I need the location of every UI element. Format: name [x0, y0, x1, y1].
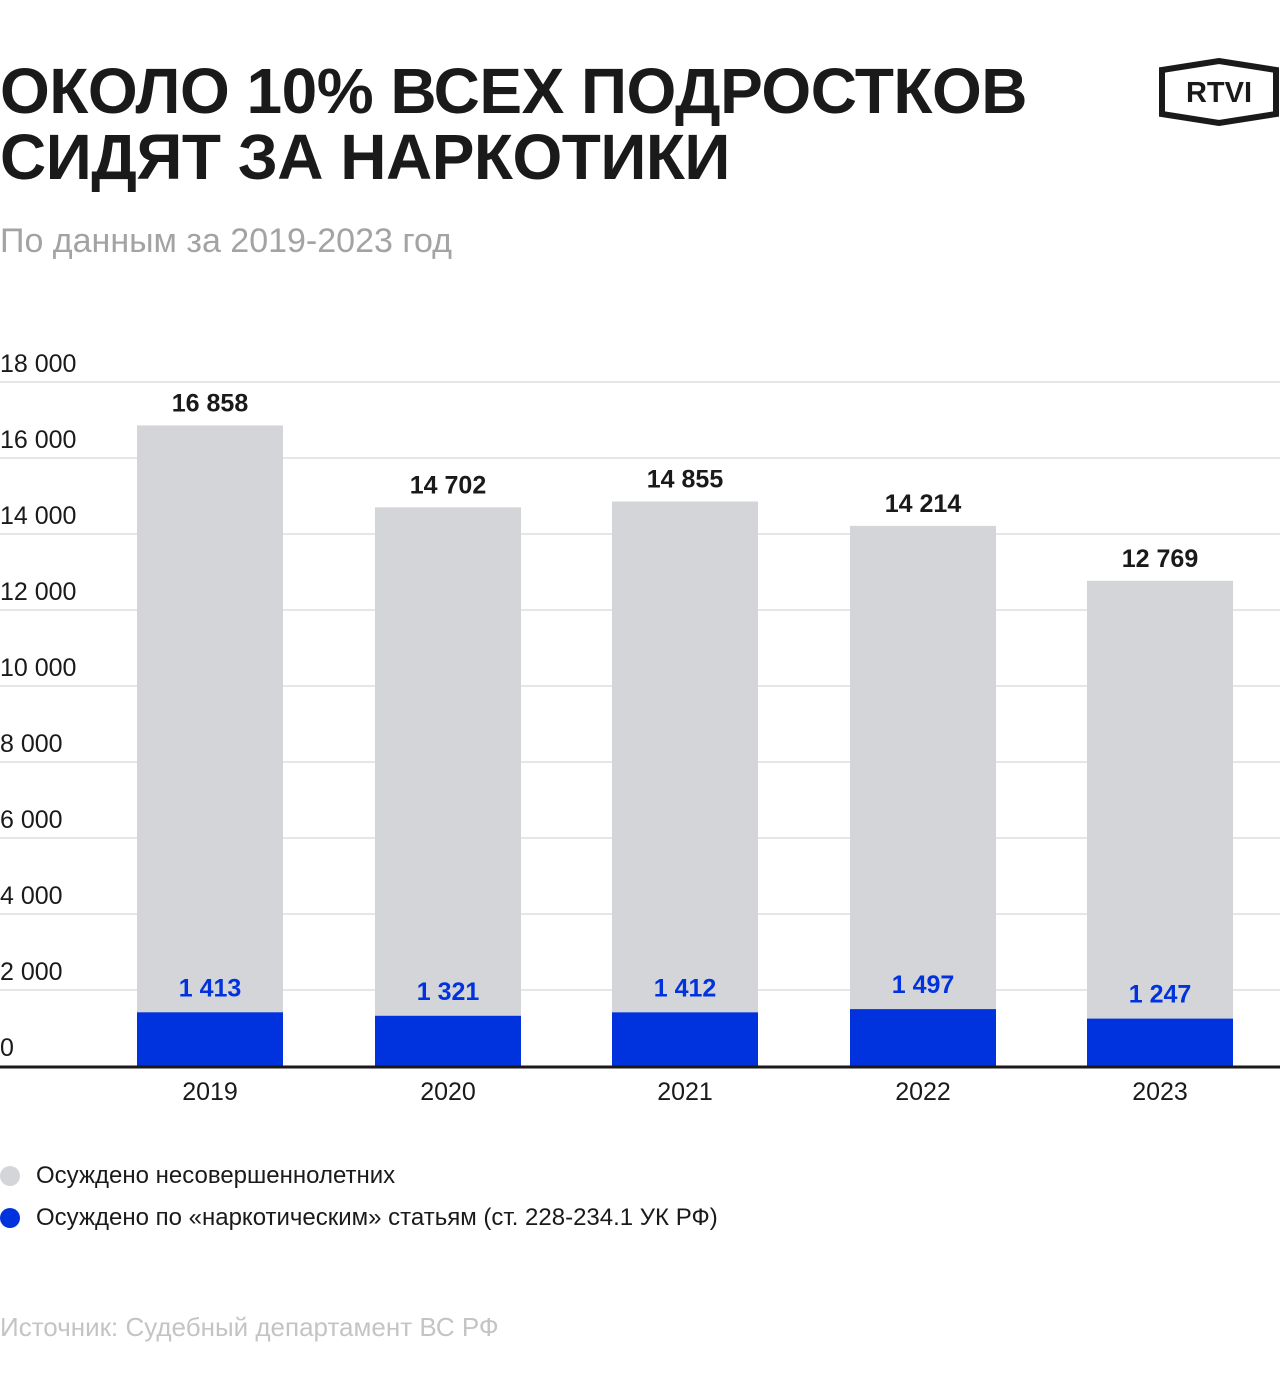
bar-drugs	[612, 1012, 758, 1066]
rtvi-logo: RTVI	[1159, 58, 1279, 126]
legend-swatch-minors	[0, 1166, 20, 1186]
legend-label-drugs: Осуждено по «наркотическим» статьям (ст.…	[36, 1204, 718, 1231]
data-label-drugs: 1 497	[892, 971, 955, 999]
bar-drugs	[137, 1012, 283, 1066]
bar-total	[612, 501, 758, 1066]
title-line-1: ОКОЛО 10% ВСЕХ ПОДРОСТКОВ	[0, 55, 1027, 127]
legend: Осуждено несовершеннолетних Осуждено по …	[0, 1155, 718, 1239]
source-note: Источник: Судебный департамент ВС РФ	[0, 1312, 499, 1342]
data-label-drugs: 1 321	[417, 978, 480, 1006]
legend-label-minors: Осуждено несовершеннолетних	[36, 1162, 396, 1189]
y-tick-label: 4 000	[0, 882, 63, 910]
chart-axes: 0 2 000 4 000 6 000 8 000 10 000 12 000 14 000 1…	[0, 350, 1280, 1106]
bar-chart: 16 858 1 413 14 702 1 321 14 855 1 412 14 214 1…	[0, 350, 1280, 1106]
title-line-2: СИДЯТ ЗА НАРКОТИКИ	[0, 121, 730, 193]
page-title: ОКОЛО 10% ВСЕХ ПОДРОСТКОВ СИДЯТ ЗА НАРКО…	[0, 58, 1120, 190]
data-label-total: 12 769	[1122, 545, 1198, 573]
y-tick-label: 6 000	[0, 806, 63, 834]
y-tick-label: 14 000	[0, 502, 76, 530]
data-label-drugs: 1 247	[1129, 981, 1192, 1009]
y-tick-label: 2 000	[0, 958, 63, 986]
x-tick-label: 2023	[1132, 1078, 1188, 1106]
bar-drugs	[375, 1015, 521, 1066]
chart-bars	[137, 425, 1233, 1067]
chart-data-labels: 16 858 1 413 14 702 1 321 14 855 1 412 14 214 1…	[172, 389, 1198, 1008]
data-label-total: 14 855	[647, 466, 724, 494]
x-tick-label: 2020	[420, 1078, 476, 1106]
x-tick-label: 2021	[657, 1078, 713, 1106]
data-label-total: 16 858	[172, 389, 249, 417]
x-tick-label: 2022	[895, 1078, 951, 1106]
y-tick-label: 12 000	[0, 578, 76, 606]
y-tick-label: 16 000	[0, 426, 76, 454]
bar-total	[1087, 580, 1233, 1066]
bar-total	[375, 507, 521, 1067]
y-tick-label: 8 000	[0, 730, 63, 758]
data-label-drugs: 1 412	[654, 974, 717, 1002]
legend-swatch-drugs	[0, 1208, 20, 1228]
y-tick-label: 18 000	[0, 350, 76, 378]
bar-drugs	[1087, 1018, 1233, 1066]
data-label-drugs: 1 413	[179, 974, 242, 1002]
legend-item-minors: Осуждено несовершеннолетних	[0, 1155, 718, 1197]
bar-total	[137, 425, 283, 1066]
logo-frame	[1159, 58, 1279, 126]
x-tick-label: 2019	[182, 1078, 238, 1106]
subtitle: По данным за 2019-2023 год	[0, 222, 452, 260]
legend-item-drugs: Осуждено по «наркотическим» статьям (ст.…	[0, 1197, 718, 1239]
bar-drugs	[850, 1009, 996, 1066]
bar-total	[850, 525, 996, 1066]
data-label-total: 14 702	[410, 471, 486, 499]
y-tick-label: 10 000	[0, 654, 76, 682]
y-tick-label: 0	[0, 1034, 14, 1062]
logo-text: RTVI	[1186, 77, 1252, 109]
data-label-total: 14 214	[885, 490, 962, 518]
